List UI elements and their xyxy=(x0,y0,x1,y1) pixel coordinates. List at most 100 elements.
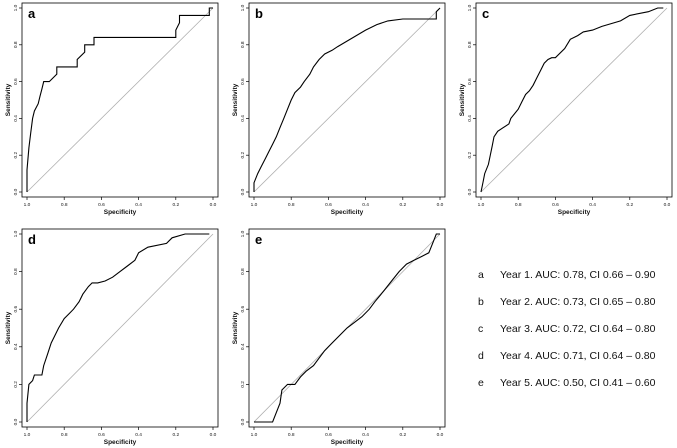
y-tick-label: 0.6 xyxy=(240,78,246,85)
y-tick-label: 0.4 xyxy=(240,343,246,350)
x-tick-label: 0.6 xyxy=(325,202,332,208)
panel-label: c xyxy=(482,6,489,21)
y-tick-label: 0.2 xyxy=(240,381,246,388)
roc-curve xyxy=(26,233,210,422)
y-tick-label: 0.6 xyxy=(240,306,246,313)
x-tick-label: 0.8 xyxy=(61,432,68,438)
plot-frame xyxy=(21,2,219,198)
reference-diagonal xyxy=(480,7,668,193)
x-axis-label: Specificity xyxy=(331,439,364,446)
x-tick-label: 0.4 xyxy=(135,202,142,208)
y-axis-label: Sensitivity xyxy=(232,83,239,116)
y-tick-label: 1.0 xyxy=(13,230,19,237)
x-axis-label: Specificity xyxy=(104,209,137,216)
y-tick-label: 0.0 xyxy=(467,188,473,195)
x-tick-label: 0.8 xyxy=(288,202,295,208)
x-tick-label: 0.2 xyxy=(399,202,406,208)
x-tick-label: 0.2 xyxy=(399,432,406,438)
y-tick-label: 0.2 xyxy=(467,152,473,159)
roc-curve xyxy=(480,7,664,193)
x-tick-label: 1.0 xyxy=(251,432,258,438)
y-tick-label: 0.6 xyxy=(13,306,19,313)
legend-letter: b xyxy=(478,296,484,308)
y-tick-label: 0.2 xyxy=(13,152,19,159)
y-axis-label: Sensitivity xyxy=(459,83,466,116)
legend-item-b: b Year 2. AUC: 0.73, CI 0.65 – 0.80 xyxy=(478,296,655,308)
legend-text: Year 2. AUC: 0.73, CI 0.65 – 0.80 xyxy=(500,296,656,308)
x-axis-label: Specificity xyxy=(104,439,137,446)
reference-diagonal xyxy=(26,233,214,423)
x-tick-label: 0.0 xyxy=(210,202,217,208)
x-axis-label: Specificity xyxy=(331,209,364,216)
x-tick-label: 1.0 xyxy=(478,202,485,208)
y-tick-label: 0.4 xyxy=(13,115,19,122)
roc-panel-a: 1.0 0.8 0.6 0.4 0.2 0.0 0.0 0.2 0.4 0.6 0.8 1.0 Spec… xyxy=(5,2,219,216)
y-tick-label: 0.0 xyxy=(13,418,19,425)
y-tick-label: 0.6 xyxy=(467,78,473,85)
x-tick-label: 0.4 xyxy=(362,202,369,208)
x-tick-label: 0.8 xyxy=(61,202,68,208)
x-tick-label: 0.0 xyxy=(437,202,444,208)
x-tick-label: 0.4 xyxy=(589,202,596,208)
y-tick-label: 0.4 xyxy=(13,343,19,350)
legend-item-c: c Year 3. AUC: 0.72, CI 0.64 – 0.80 xyxy=(478,323,655,335)
y-tick-label: 0.2 xyxy=(240,152,246,159)
y-tick-label: 0.2 xyxy=(13,381,19,388)
y-tick-label: 0.8 xyxy=(13,41,19,48)
x-tick-label: 0.6 xyxy=(98,202,105,208)
roc-panel-b: 1.0 0.8 0.6 0.4 0.2 0.0 0.0 0.2 0.4 0.6 0.8 1.0 Spec… xyxy=(232,2,446,216)
y-axis-label: Sensitivity xyxy=(232,311,239,344)
x-tick-label: 0.2 xyxy=(172,432,179,438)
y-tick-label: 0.6 xyxy=(13,78,19,85)
roc-panel-e: 1.0 0.8 0.6 0.4 0.2 0.0 0.0 0.2 0.4 0.6 0.8 1.0 Spec… xyxy=(232,228,446,446)
y-tick-label: 0.0 xyxy=(240,418,246,425)
panel-label: e xyxy=(255,232,262,247)
legend-letter: d xyxy=(478,350,484,362)
x-tick-label: 0.4 xyxy=(135,432,142,438)
x-tick-label: 0.2 xyxy=(626,202,633,208)
roc-panel-d: 1.0 0.8 0.6 0.4 0.2 0.0 0.0 0.2 0.4 0.6 0.8 1.0 Spec… xyxy=(5,228,219,446)
legend-letter: e xyxy=(478,377,484,389)
x-tick-label: 0.0 xyxy=(664,202,671,208)
y-tick-label: 1.0 xyxy=(240,230,246,237)
legend-item-a: a Year 1. AUC: 0.78, CI 0.66 – 0.90 xyxy=(478,269,655,281)
legend-text: Year 1. AUC: 0.78, CI 0.66 – 0.90 xyxy=(500,269,656,281)
x-tick-label: 0.2 xyxy=(172,202,179,208)
x-tick-label: 0.6 xyxy=(325,432,332,438)
y-tick-label: 0.0 xyxy=(13,188,19,195)
roc-curve xyxy=(26,7,213,192)
y-tick-label: 0.4 xyxy=(240,115,246,122)
legend-text: Year 5. AUC: 0.50, CI 0.41 – 0.60 xyxy=(500,377,656,389)
y-tick-label: 0.0 xyxy=(240,188,246,195)
roc-panel-c: 1.0 0.8 0.6 0.4 0.2 0.0 0.0 0.2 0.4 0.6 0.8 1.0 Spec… xyxy=(459,2,673,216)
legend-text: Year 4. AUC: 0.71, CI 0.64 – 0.80 xyxy=(500,350,656,362)
panel-label: d xyxy=(28,232,36,247)
x-tick-label: 1.0 xyxy=(251,202,258,208)
y-tick-label: 1.0 xyxy=(13,4,19,11)
y-tick-label: 0.8 xyxy=(13,268,19,275)
legend-letter: a xyxy=(478,269,484,281)
x-tick-label: 0.8 xyxy=(515,202,522,208)
plot-frame xyxy=(248,2,446,198)
y-tick-label: 0.8 xyxy=(240,268,246,275)
reference-diagonal xyxy=(253,7,441,193)
y-tick-label: 0.8 xyxy=(467,41,473,48)
roc-curve xyxy=(253,7,441,192)
roc-curve xyxy=(254,233,440,423)
plot-frame xyxy=(21,228,219,428)
legend-item-e: e Year 5. AUC: 0.50, CI 0.41 – 0.60 xyxy=(478,377,655,389)
x-tick-label: 0.0 xyxy=(210,432,217,438)
plot-frame xyxy=(248,228,446,428)
y-tick-label: 1.0 xyxy=(240,4,246,11)
legend-letter: c xyxy=(478,323,484,335)
y-tick-label: 0.8 xyxy=(240,41,246,48)
y-tick-label: 0.4 xyxy=(467,115,473,122)
reference-diagonal xyxy=(26,7,214,193)
x-tick-label: 0.0 xyxy=(437,432,444,438)
y-axis-label: Sensitivity xyxy=(5,311,12,344)
x-axis-label: Specificity xyxy=(558,209,591,216)
y-axis-label: Sensitivity xyxy=(5,83,12,116)
x-tick-label: 0.6 xyxy=(98,432,105,438)
x-tick-label: 1.0 xyxy=(24,202,31,208)
x-tick-label: 0.4 xyxy=(362,432,369,438)
